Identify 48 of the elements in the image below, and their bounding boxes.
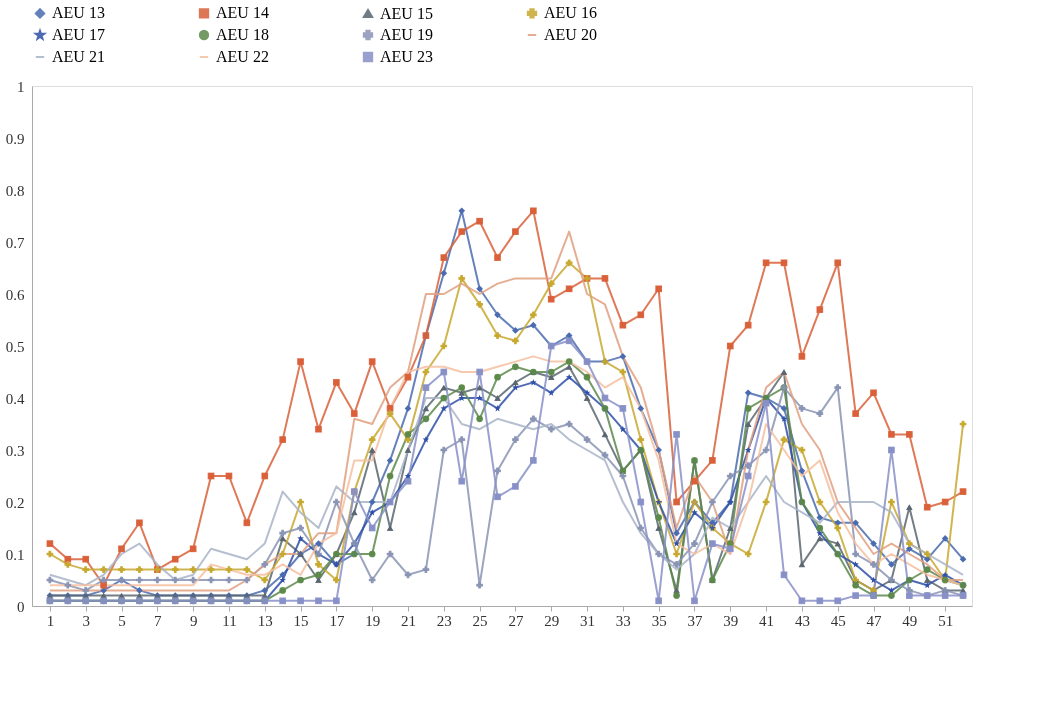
x-tick-label: 19 [365,612,381,629]
x-tick-label: 35 [651,612,667,629]
legend-label: AEU 18 [216,26,269,43]
x-tick-label: 27 [508,612,524,629]
x-tick-label: 49 [902,612,918,629]
y-tick-label: 0.6 [5,286,25,303]
y-tick-label: 0.8 [5,182,25,199]
legend-label: AEU 23 [380,48,433,65]
x-tick-label: 31 [580,612,596,629]
legend-label: AEU 22 [216,48,269,65]
legend-label: AEU 16 [544,4,597,22]
x-tick-label: 51 [938,612,954,629]
y-tick-label: 0.1 [5,546,25,563]
x-tick-label: 15 [293,612,309,629]
y-tick-label: 0.2 [5,494,25,511]
x-tick-label: 41 [759,612,775,629]
x-tick-label: 47 [866,612,883,629]
x-tick-label: 33 [615,612,631,629]
x-tick-label: 45 [830,612,846,629]
x-tick-label: 3 [82,612,90,629]
legend-label: AEU 17 [52,26,105,43]
y-tick-label: 0.3 [5,442,25,459]
y-tick-label: 0.9 [5,130,25,147]
x-tick-label: 29 [544,612,560,629]
x-tick-label: 23 [436,612,452,629]
x-tick-label: 21 [401,612,416,629]
legend-label: AEU 20 [544,26,597,43]
x-tick-label: 39 [723,612,739,629]
legend-label: AEU 13 [52,4,105,22]
legend-label: AEU 19 [380,26,433,43]
legend-label: AEU 21 [52,48,105,65]
x-tick-label: 37 [687,612,703,629]
x-tick-label: 17 [329,612,345,629]
x-tick-label: 5 [118,612,126,629]
x-tick-label: 43 [794,612,810,629]
y-tick-label: 0 [17,598,25,615]
y-tick-label: 0.5 [5,338,25,355]
legend-label: AEU 14 [216,4,269,22]
x-tick-label: 25 [472,612,488,629]
x-tick-label: 1 [46,612,55,629]
y-tick-label: 0.7 [5,234,25,251]
y-tick-label: 1 [17,78,25,95]
legend-label: AEU 15 [380,4,433,22]
x-tick-label: 9 [189,612,198,629]
x-tick-label: 11 [222,612,237,629]
x-tick-label: 7 [154,612,163,629]
x-tick-label: 13 [257,612,273,629]
y-tick-label: 0.4 [5,390,25,407]
